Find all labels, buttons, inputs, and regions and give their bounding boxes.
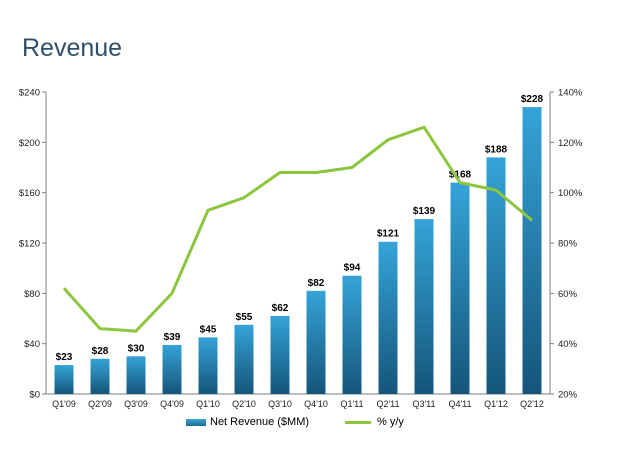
x-tick-label: Q1'10 — [196, 399, 220, 409]
y-right-tick-label: 120% — [558, 138, 583, 149]
y-right-tick-label: 100% — [558, 188, 583, 199]
y-right-tick-label: 60% — [558, 289, 578, 300]
x-tick-label: Q4'09 — [160, 399, 184, 409]
y-left-tick-label: $0 — [29, 390, 40, 401]
x-tick-label: Q1'11 — [340, 399, 363, 409]
revenue-bar-label: $82 — [308, 278, 325, 289]
revenue-bar — [522, 107, 542, 394]
revenue-bar — [414, 219, 434, 394]
revenue-bar-label: $45 — [200, 324, 217, 335]
revenue-bar — [486, 157, 506, 394]
legend-item-revenue: Net Revenue ($MM) — [186, 416, 309, 428]
x-tick-label: Q2'09 — [88, 399, 112, 409]
x-tick-label: Q3'10 — [268, 399, 292, 409]
y-right-tick-label: 140% — [558, 88, 583, 99]
x-tick-label: Q3'09 — [124, 399, 148, 409]
revenue-bar — [198, 337, 218, 394]
revenue-bar — [378, 241, 398, 394]
y-left-tick-label: $80 — [24, 289, 40, 300]
y-left-tick-label: $120 — [19, 239, 40, 250]
x-tick-label: Q2'11 — [376, 399, 399, 409]
revenue-bar-label: $188 — [485, 144, 508, 155]
legend-swatch-yoy — [345, 420, 371, 424]
x-tick-label: Q2'12 — [520, 399, 544, 409]
revenue-bar — [126, 356, 146, 394]
revenue-bar — [90, 358, 110, 394]
y-left-tick-label: $200 — [19, 138, 40, 149]
chart-title: Revenue — [22, 34, 123, 62]
y-right-tick-label: 40% — [558, 339, 578, 350]
revenue-bar — [342, 275, 362, 394]
revenue-bar-label: $23 — [56, 352, 73, 363]
revenue-bar — [162, 344, 182, 394]
yoy-growth-line — [62, 125, 533, 333]
revenue-bar — [306, 290, 326, 394]
x-tick-label: Q3'11 — [412, 399, 435, 409]
revenue-bar-label: $121 — [377, 229, 400, 240]
revenue-bar-label: $139 — [413, 206, 436, 217]
x-tick-label: Q1'12 — [484, 399, 508, 409]
revenue-bar-label: $39 — [164, 332, 181, 343]
legend-label-yoy: % y/y — [377, 416, 404, 428]
revenue-bar-label: $30 — [128, 343, 145, 354]
revenue-bar — [450, 182, 470, 394]
chart-legend: Net Revenue ($MM) % y/y — [0, 416, 620, 436]
revenue-bar-label: $62 — [272, 303, 289, 314]
y-right-tick-label: 20% — [558, 390, 578, 401]
y-right-tick-label: 80% — [558, 239, 578, 250]
revenue-bar-label: $28 — [92, 346, 109, 357]
revenue-bar-label: $228 — [521, 94, 544, 105]
y-left-tick-label: $40 — [24, 339, 40, 350]
legend-swatch-revenue — [186, 418, 206, 426]
y-left-tick-label: $240 — [19, 88, 40, 99]
legend-item-yoy: % y/y — [345, 416, 404, 428]
revenue-bar — [54, 365, 74, 394]
revenue-bar-label: $94 — [344, 263, 361, 274]
legend-label-revenue: Net Revenue ($MM) — [210, 416, 310, 428]
x-tick-label: Q1'09 — [52, 399, 76, 409]
revenue-bar-label: $168 — [449, 170, 472, 181]
y-left-tick-label: $160 — [19, 188, 40, 199]
revenue-bar — [270, 315, 290, 394]
revenue-bar — [234, 324, 254, 394]
x-tick-label: Q4'11 — [448, 399, 471, 409]
x-tick-label: Q4'10 — [304, 399, 328, 409]
revenue-bar-label: $55 — [236, 312, 253, 323]
x-tick-label: Q2'10 — [232, 399, 256, 409]
